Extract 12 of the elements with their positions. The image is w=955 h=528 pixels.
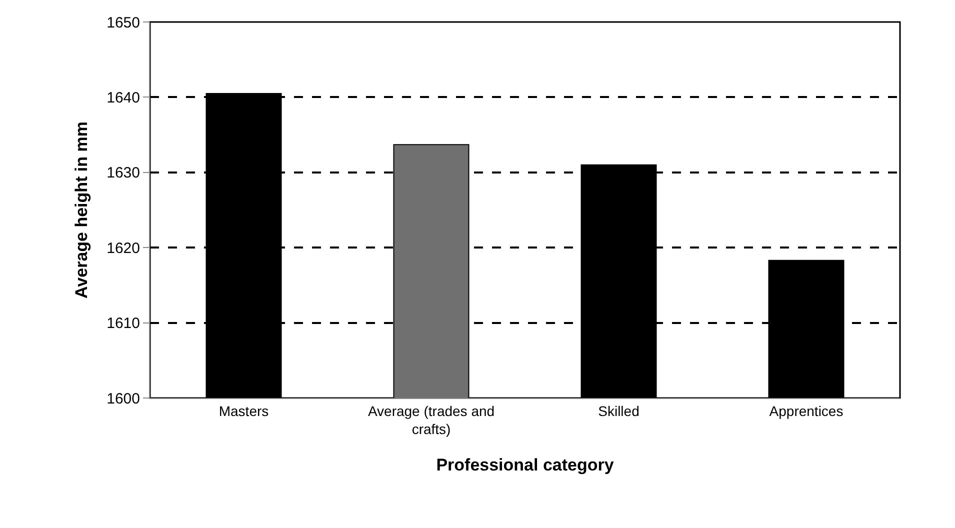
x-tick-label: Average (trades and crafts) (368, 402, 495, 437)
y-tick-label: 1650 (106, 14, 140, 32)
y-tick-label: 1600 (106, 390, 140, 408)
y-tick-label: 1610 (106, 315, 140, 332)
y-tick-label: 1620 (106, 240, 140, 257)
x-axis-title: Professional category (436, 455, 614, 474)
x-tick-label: Skilled (598, 402, 640, 419)
y-tick-label: 1630 (106, 164, 140, 182)
x-tick-label: Masters (218, 402, 269, 419)
y-axis-title: Average height in mm (72, 122, 92, 298)
x-tick-label: Apprentices (769, 402, 844, 419)
y-tick-label: 1640 (106, 89, 140, 106)
